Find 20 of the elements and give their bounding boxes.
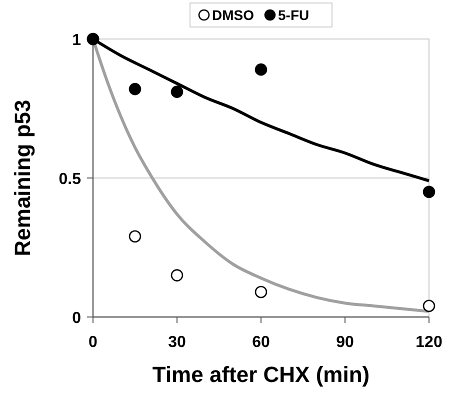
legend-label: DMSO — [212, 7, 254, 23]
point — [422, 186, 436, 198]
y-axis-title: Remaining p53 — [10, 100, 35, 256]
x-tick-label: 0 — [88, 334, 98, 351]
x-tick-label: 60 — [252, 334, 270, 351]
x-tick-label: 90 — [336, 334, 354, 351]
point — [170, 269, 184, 282]
point — [128, 230, 142, 243]
y-tick-label: 0 — [72, 310, 82, 327]
point — [254, 286, 268, 298]
x-tick-label: 120 — [416, 334, 442, 351]
point — [170, 86, 184, 98]
point — [254, 63, 268, 76]
x-tick-label: 30 — [168, 334, 186, 351]
legend-label: 5-FU — [278, 7, 310, 23]
x-axis-title: Time after CHX (min) — [152, 362, 370, 387]
y-tick-label: 1 — [72, 32, 82, 49]
y-tick-label: 0.5 — [58, 171, 82, 188]
point — [128, 82, 142, 96]
point — [422, 300, 436, 312]
